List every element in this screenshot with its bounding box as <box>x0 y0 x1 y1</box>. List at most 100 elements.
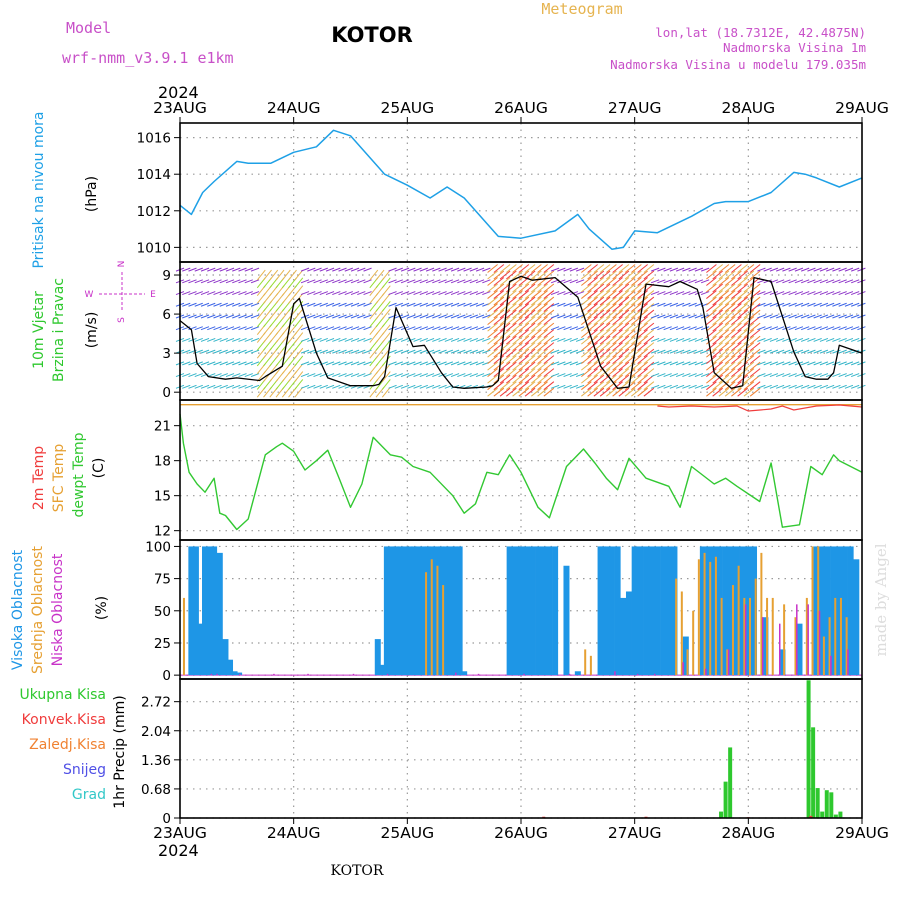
wind-barb <box>200 326 210 331</box>
wind-barb <box>599 303 611 312</box>
wind-barb <box>482 279 491 284</box>
wind-barb <box>450 337 460 342</box>
wind-barb <box>543 296 555 306</box>
wind-barb <box>363 291 372 296</box>
wind-barb <box>232 361 241 366</box>
wind-barb <box>575 291 585 296</box>
high-cloud-bar <box>546 546 553 676</box>
wind-barb <box>612 374 623 384</box>
wind-barb <box>518 270 530 280</box>
wind-barb <box>543 381 555 391</box>
wind-barb <box>388 361 397 366</box>
high-cloud-bar <box>461 671 468 676</box>
wind-barb <box>637 348 648 358</box>
wind-barb <box>587 381 598 391</box>
wind-barb <box>663 349 672 354</box>
wind-barb <box>407 384 416 389</box>
wind-barb <box>688 326 697 331</box>
wind-barb <box>238 291 247 296</box>
wind-barb <box>394 373 403 378</box>
wind-barb <box>457 326 466 331</box>
wind-barb <box>643 381 655 391</box>
wind-barb <box>813 349 822 354</box>
wind-barb <box>581 335 592 345</box>
wind-barb <box>612 290 623 299</box>
wind-barb <box>213 267 222 272</box>
high-cloud-bar <box>442 546 449 676</box>
wind-barb <box>825 349 835 354</box>
wind-barb <box>188 314 197 319</box>
wind-barb <box>813 302 822 307</box>
wind-barb <box>807 373 816 378</box>
wind-barb <box>444 326 453 331</box>
wind-barb <box>413 267 422 272</box>
wind-barb <box>294 308 304 320</box>
wind-barb <box>657 337 666 342</box>
wind-barb <box>581 322 592 332</box>
wind-barb <box>357 302 366 307</box>
model-elevation-info: Nadmorska Visina u modelu 179.035m <box>610 57 866 72</box>
wind-barb <box>807 326 816 331</box>
wind-barb <box>307 349 316 354</box>
wind-barb <box>825 314 835 319</box>
wind-barb <box>487 387 498 397</box>
wind-barb <box>718 264 730 273</box>
wind-barb <box>319 314 328 319</box>
high-cloud-bar <box>222 639 229 676</box>
wind-barb <box>200 361 210 366</box>
wind-barb <box>775 361 785 366</box>
high-cloud-bar <box>637 546 644 676</box>
wind-barb <box>569 349 579 354</box>
wind-barb <box>400 384 410 389</box>
wind-barb <box>307 267 316 272</box>
wind-barb <box>300 279 310 284</box>
wind-barb <box>643 368 655 378</box>
wind-barb <box>599 387 611 397</box>
wind-barb <box>788 279 797 284</box>
wind-barb <box>200 373 210 378</box>
low-cloud-bar <box>727 649 730 676</box>
wind-barb <box>512 329 523 338</box>
wind-barb <box>194 302 203 307</box>
mid-cloud-bar <box>430 559 433 676</box>
wind-barb <box>807 279 816 284</box>
wind-barb <box>643 329 655 338</box>
wind-barb <box>543 348 555 358</box>
wind-barb <box>363 373 372 378</box>
wind-barb <box>344 267 353 272</box>
mid-cloud-bar <box>834 597 837 676</box>
wind-barb <box>743 270 755 280</box>
wind-barb <box>400 302 410 307</box>
wind-barb <box>624 303 636 312</box>
y-tick-label: 50 <box>154 604 171 620</box>
wind-barb <box>631 348 642 358</box>
wind-barb <box>400 361 410 366</box>
high-cloud-bar <box>604 546 611 676</box>
wind-barb <box>232 279 241 284</box>
wind-barb <box>637 374 648 384</box>
wind-barb <box>575 326 585 331</box>
wind-barb <box>194 361 203 366</box>
wind-barb <box>794 384 804 389</box>
wind-barb <box>512 355 523 365</box>
wind-barb <box>700 326 710 331</box>
wind-barb <box>712 303 723 312</box>
high-cloud-bar <box>819 546 826 676</box>
total-precip-bar <box>806 680 811 818</box>
wind-barb <box>675 373 685 378</box>
wind-barb <box>531 290 542 299</box>
wind-barb <box>832 349 841 354</box>
wind-barb <box>788 291 797 296</box>
low-cloud-bar <box>818 610 821 676</box>
wind-barb <box>400 349 410 354</box>
wind-barb <box>313 279 322 284</box>
wind-barb <box>712 361 723 371</box>
wind-barb <box>319 384 328 389</box>
wind-barb <box>363 361 372 366</box>
wind-barb <box>450 267 460 272</box>
wind-barb <box>581 296 592 306</box>
high-cloud-bar <box>438 546 445 676</box>
wind-barb <box>332 337 341 342</box>
wind-barb <box>706 361 717 371</box>
wind-barb <box>432 349 441 354</box>
